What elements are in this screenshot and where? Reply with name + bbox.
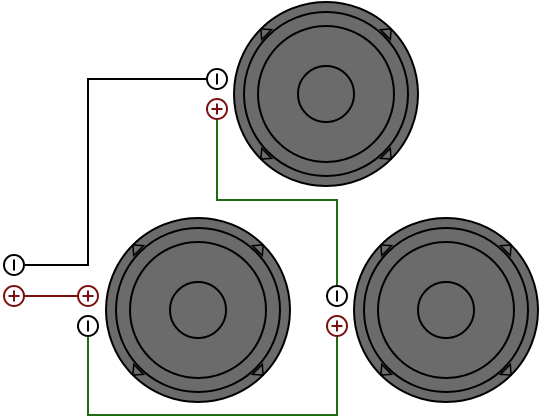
wire-top-positive-to-bottom-right-negative [216, 109, 338, 296]
terminal-top-negative-minus-icon [206, 68, 228, 90]
speaker-dust-cap [169, 281, 227, 339]
speaker-top-speaker-icon [233, 1, 419, 187]
wire-input-negative-to-top-negative [14, 78, 217, 266]
speaker-dust-cap [297, 65, 355, 123]
terminals-layer [3, 68, 348, 337]
mount-tab [260, 146, 274, 160]
mount-tab [250, 362, 264, 376]
terminal-input-negative-minus-icon [3, 254, 25, 276]
mount-tab [378, 146, 392, 160]
mount-tab [380, 244, 394, 258]
mount-tab [260, 28, 274, 42]
wire-bottom-left-negative-to-bottom-right-positive [87, 326, 338, 416]
speaker-bottom-right-speaker-icon [353, 217, 539, 403]
mount-tab [380, 362, 394, 376]
terminal-bottom-left-negative-minus-icon [77, 315, 99, 337]
speaker-surround-outer [115, 227, 281, 393]
terminal-bottom-right-negative-minus-icon [326, 285, 348, 307]
terminal-top-positive-plus-icon [206, 98, 228, 120]
mount-tab [498, 362, 512, 376]
terminal-bottom-right-positive-plus-icon [326, 315, 348, 337]
wires-layer [14, 78, 338, 416]
speaker-surround-inner [129, 241, 267, 379]
speaker-surround-outer [363, 227, 529, 393]
speaker-dust-cap [417, 281, 475, 339]
speaker-surround-outer [243, 11, 409, 177]
mount-tab [250, 244, 264, 258]
terminal-input-positive-plus-icon [3, 285, 25, 307]
mount-tab [378, 28, 392, 42]
speaker-surround-inner [377, 241, 515, 379]
mount-tab [132, 244, 146, 258]
mount-tab [498, 244, 512, 258]
speaker-surround-inner [257, 25, 395, 163]
terminal-bottom-left-positive-plus-icon [77, 285, 99, 307]
speaker-bottom-left-speaker-icon [105, 217, 291, 403]
speakers-layer [105, 1, 539, 403]
mount-tab [132, 362, 146, 376]
